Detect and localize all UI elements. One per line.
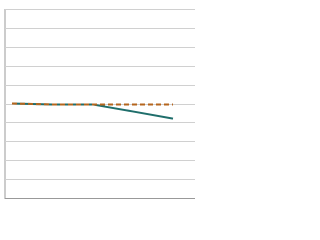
series-line xyxy=(11,102,173,106)
chart xyxy=(4,9,195,199)
page: (() => { const data = JSON.parse(documen… xyxy=(4,9,195,199)
series-line xyxy=(11,102,174,120)
